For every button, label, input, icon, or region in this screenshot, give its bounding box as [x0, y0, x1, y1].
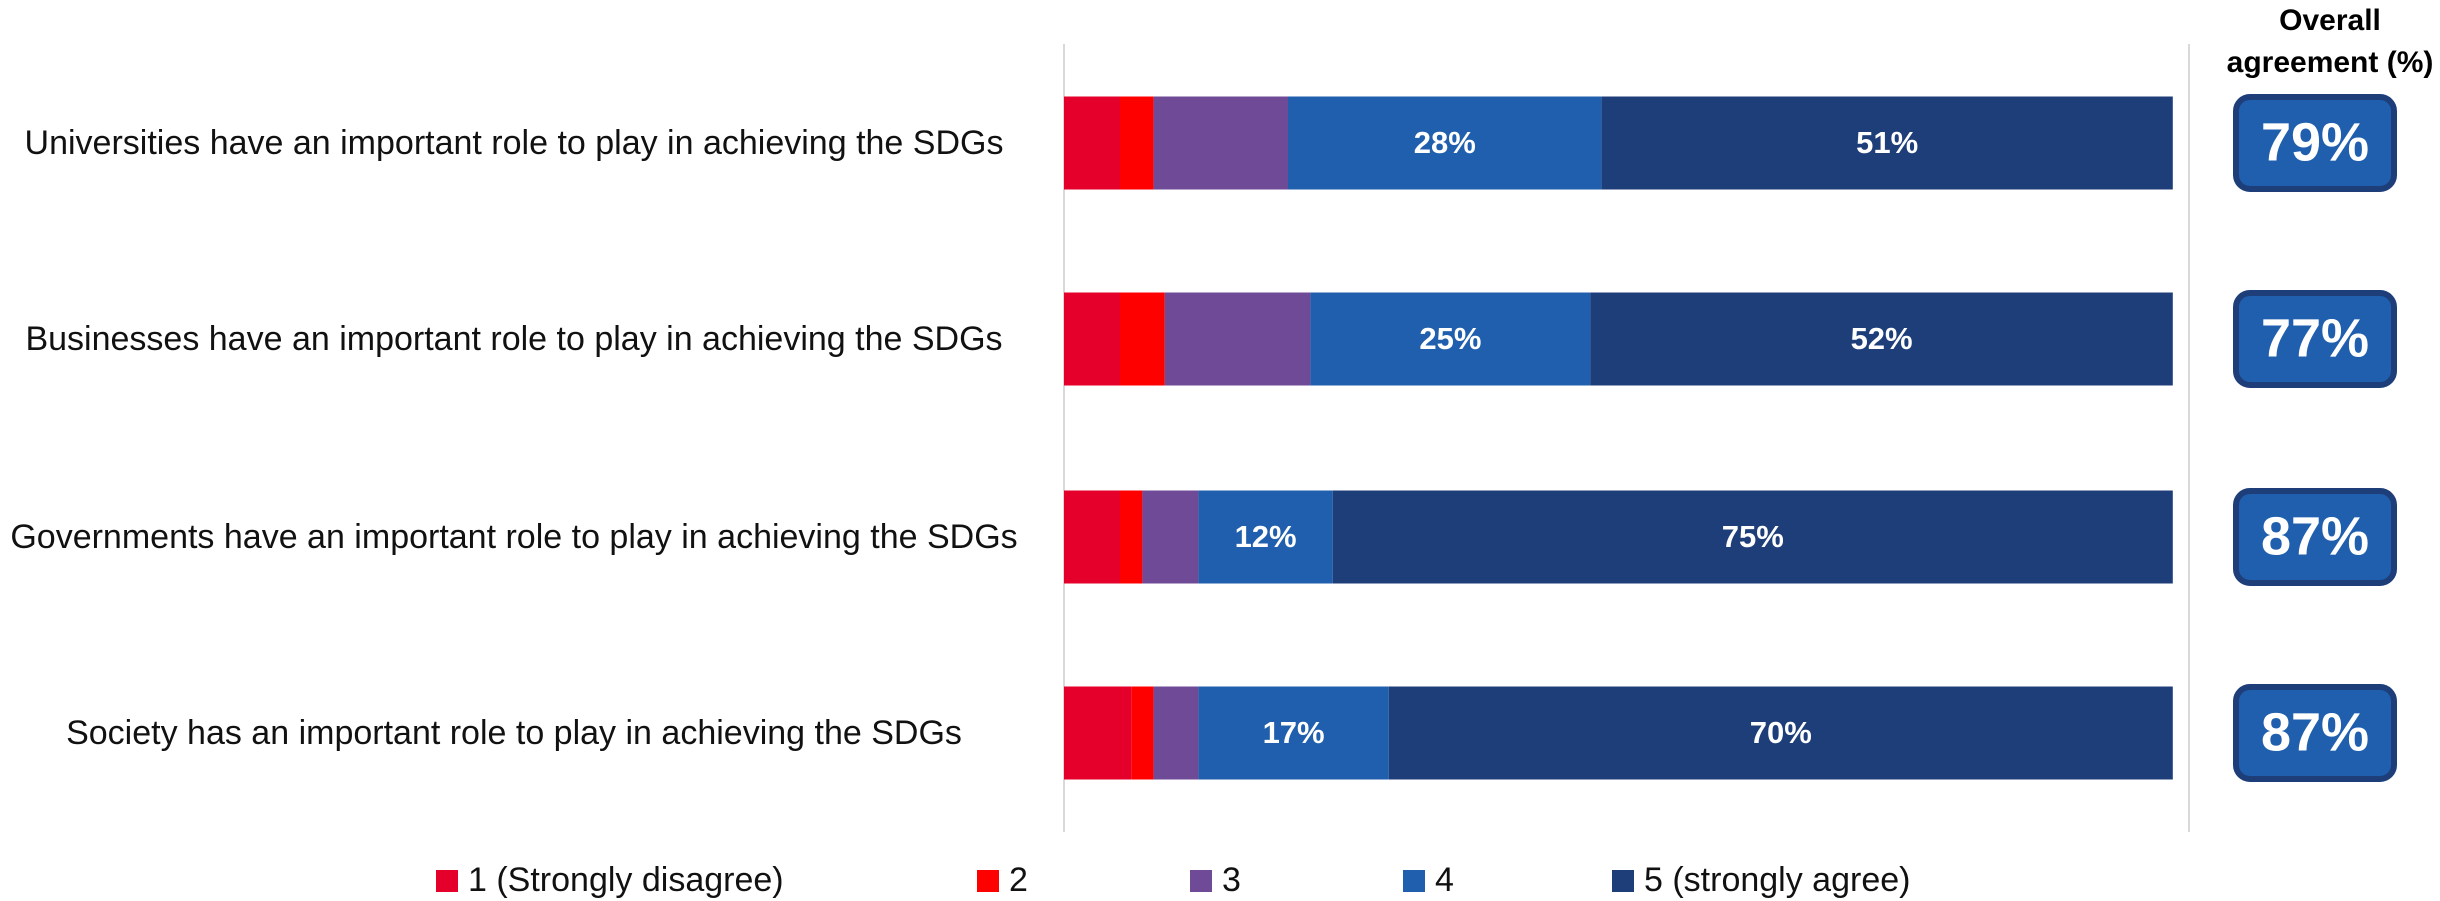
- bar-segment: [1142, 490, 1199, 584]
- legend-label: 1 (Strongly disagree): [468, 861, 784, 899]
- legend-label: 2: [1009, 861, 1028, 899]
- bar-segment: [1590, 292, 2173, 386]
- overall-title: Overall agreement (%): [2226, 4, 2434, 79]
- bar-segment: [1120, 490, 1143, 584]
- data-label: 70%: [1750, 715, 1812, 750]
- data-label: 51%: [1856, 125, 1918, 160]
- overall-box: [2233, 684, 2397, 782]
- bar-segment: [1164, 292, 1311, 386]
- bar-segment: [1064, 96, 1120, 190]
- legend-swatch: [436, 870, 458, 892]
- data-label: 28%: [1414, 125, 1476, 160]
- legend-swatch: [1612, 870, 1634, 892]
- overall-label: 87%: [2261, 702, 2369, 762]
- bar-segment: [1064, 686, 1132, 780]
- data-label: 12%: [1235, 519, 1297, 554]
- bar-segment: [1131, 686, 1154, 780]
- bar-segment: [1120, 96, 1154, 190]
- category-label: Society has an important role to play in…: [66, 714, 962, 752]
- category-label: Universities have an important role to p…: [24, 124, 1004, 162]
- legend-swatch: [1403, 870, 1425, 892]
- bar-segment: [1601, 96, 2173, 190]
- data-label: 75%: [1722, 519, 1784, 554]
- bar-segment: [1120, 292, 1165, 386]
- bar-segment: [1310, 292, 1591, 386]
- bar-segment: [1153, 96, 1288, 190]
- category-label: Businesses have an important role to pla…: [25, 320, 1003, 358]
- data-label: 25%: [1419, 321, 1481, 356]
- overall-label: 87%: [2261, 506, 2369, 566]
- bar-segment: [1064, 292, 1120, 386]
- bar-segment: [1198, 686, 1389, 780]
- bar-segment: [1288, 96, 1602, 190]
- legend-swatch: [1190, 870, 1212, 892]
- bar-segment: [1388, 686, 2173, 780]
- bar-segment: [1332, 490, 2173, 584]
- legend-label: 5 (strongly agree): [1644, 861, 1910, 899]
- bar-segment: [1198, 490, 1333, 584]
- overall-box: [2233, 94, 2397, 192]
- overall-box: [2233, 488, 2397, 586]
- legend-label: 4: [1435, 861, 1454, 899]
- bar-segment: [1153, 686, 1199, 780]
- data-label: 52%: [1851, 321, 1913, 356]
- data-label: 17%: [1263, 715, 1325, 750]
- overall-label: 77%: [2261, 308, 2369, 368]
- legend-label: 3: [1222, 861, 1241, 899]
- category-label: Governments have an important role to pl…: [10, 518, 1018, 556]
- bar-segment: [1064, 490, 1120, 584]
- overall-label: 79%: [2261, 112, 2369, 172]
- legend-swatch: [977, 870, 999, 892]
- overall-box: [2233, 290, 2397, 388]
